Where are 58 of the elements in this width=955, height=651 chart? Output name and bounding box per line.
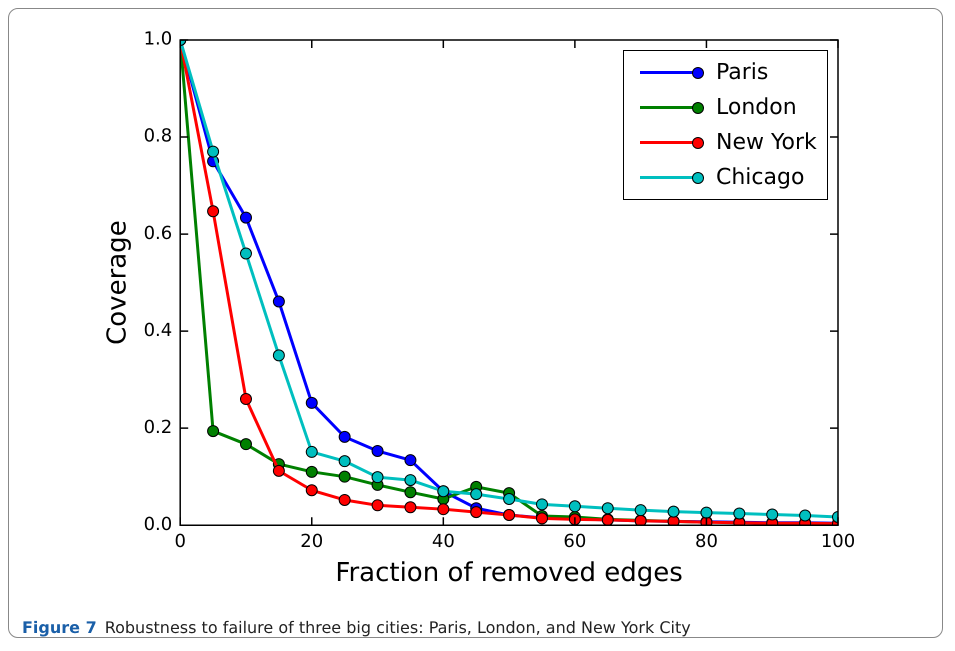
legend-label: Chicago [716, 165, 804, 190]
point [306, 484, 318, 496]
text: Robustness to failure of three big cities: Paris, London, and New York City [104, 618, 691, 637]
point [306, 466, 318, 478]
x-tick-label: 100 [820, 530, 856, 552]
legend-label: New York [716, 130, 817, 155]
point [240, 247, 252, 260]
point [240, 212, 252, 224]
x-tick-label: 40 [432, 530, 455, 552]
point [272, 464, 285, 477]
x-tick-label: 20 [300, 530, 324, 552]
y-axis-title: Coverage [102, 220, 132, 345]
legend-label: London [716, 95, 797, 120]
point [207, 425, 220, 438]
y-tick-label: 0.0 [144, 514, 172, 535]
y-tick-label: 0.8 [144, 126, 172, 147]
point [338, 430, 351, 443]
point [404, 474, 416, 486]
x-tick-label: 0 [174, 530, 186, 552]
point [272, 349, 285, 362]
point [272, 296, 285, 308]
point [338, 494, 351, 506]
point [372, 471, 384, 484]
point [700, 506, 712, 519]
point [437, 503, 450, 516]
point [634, 504, 647, 516]
point [799, 509, 812, 522]
point [470, 488, 482, 500]
point [404, 486, 416, 498]
point [372, 499, 384, 512]
y-tick-label: 0.2 [144, 416, 172, 438]
point [240, 393, 252, 406]
point [602, 502, 614, 514]
point [372, 444, 384, 457]
x-tick-label: 80 [694, 530, 718, 552]
caption: Figure 7 [22, 618, 97, 637]
point [536, 498, 548, 510]
point [503, 493, 516, 505]
point [306, 396, 318, 409]
y-tick-label: 0.6 [144, 222, 172, 244]
point [470, 506, 482, 518]
point [338, 455, 351, 468]
point [766, 508, 778, 521]
x-tick-label: 60 [563, 530, 586, 552]
point [404, 501, 416, 514]
y-tick-label: 1.0 [144, 28, 172, 50]
y-tick-label: 0.4 [144, 320, 172, 341]
point [668, 506, 680, 518]
x-axis-title: Fraction of removed edges [335, 558, 683, 588]
point [733, 508, 746, 520]
point [240, 438, 252, 450]
point [338, 470, 351, 483]
point [404, 454, 416, 466]
point [306, 446, 318, 458]
point [207, 205, 220, 218]
point [207, 146, 220, 158]
point [568, 500, 581, 512]
legend-label: Paris [716, 60, 768, 85]
